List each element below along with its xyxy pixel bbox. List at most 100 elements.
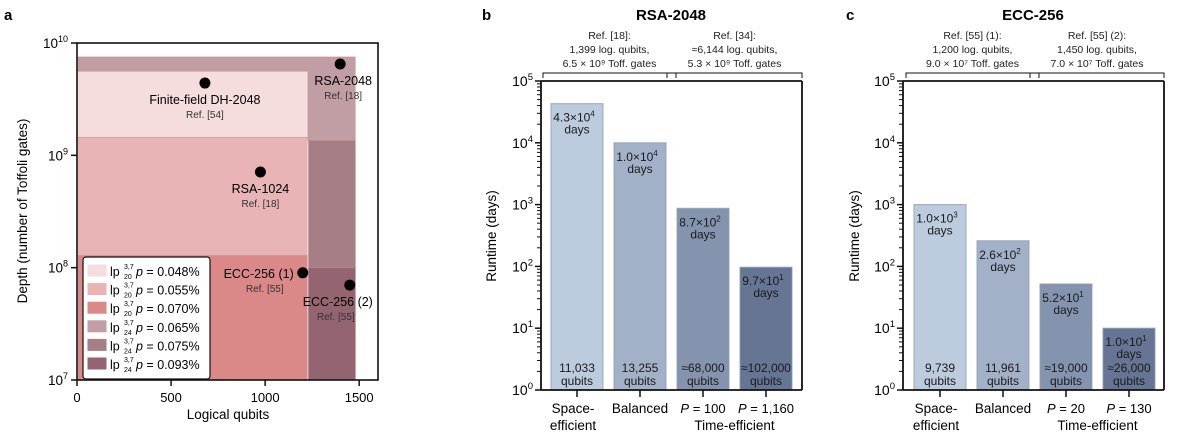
legend-label: lp <box>110 284 120 298</box>
legend-subscript: 24 <box>124 330 132 337</box>
bar <box>739 266 793 391</box>
bar-qubits-label: 9,739 <box>925 361 955 375</box>
bar-value-label: 8.7×102 <box>679 214 721 229</box>
bracket-label: 1,200 log. qubits, <box>933 44 1013 56</box>
legend-value: p = 0.093% <box>135 358 200 372</box>
legend-superscript: 3,7 <box>124 301 134 308</box>
category-label: P = 1,160 <box>738 401 794 416</box>
bar-qubits-unit: qubits <box>1113 374 1145 388</box>
data-point <box>297 267 309 279</box>
point-ref: Ref. [18] <box>324 91 362 102</box>
y-tick-label: 109 <box>48 146 68 163</box>
bracket-label: ≈6,144 log. qubits, <box>692 44 778 56</box>
point-label: Finite-field DH-2048 <box>149 93 260 107</box>
legend-value: p = 0.070% <box>135 302 200 316</box>
legend-subscript: 20 <box>124 311 132 318</box>
bar <box>676 207 730 391</box>
category-group-label: Time-efficient <box>694 418 775 433</box>
legend-value: p = 0.075% <box>135 339 200 353</box>
bracket-label: Ref. [55] (1): <box>943 30 1001 42</box>
category-label: P = 20 <box>1047 401 1085 416</box>
legend-subscript: 24 <box>124 367 132 374</box>
panel-c: ECC-256 1.0×103days9,739qubitsSpace-effi… <box>847 7 1165 433</box>
legend-label: lp <box>110 358 120 372</box>
bar-qubits-unit: qubits <box>687 374 719 388</box>
legend-swatch <box>87 320 107 333</box>
bar-unit-label: days <box>1053 303 1078 317</box>
bar-unit-label: days <box>627 162 652 176</box>
category-label: Balanced <box>612 401 668 416</box>
axes: 0 500 1000 1500 107 108 109 1010 <box>43 34 374 405</box>
y-tick-label: 102 <box>874 257 895 274</box>
bar-unit-label: days <box>1116 347 1141 361</box>
bar-value-label: 1.0×103 <box>916 211 958 226</box>
bar-qubits-unit: qubits <box>750 374 782 388</box>
bar-qubits-unit: qubits <box>924 374 956 388</box>
bar-qubits-label: ≈26,000 <box>1107 361 1151 375</box>
bar-qubits-label: ≈68,000 <box>681 361 725 375</box>
bracket <box>1029 72 1165 78</box>
point-ref: Ref. [55] <box>317 312 355 323</box>
bar-qubits-label: 13,255 <box>622 361 659 375</box>
legend-superscript: 3,7 <box>124 283 134 290</box>
bar-unit-label: days <box>690 227 715 241</box>
y-axis-label: Runtime (days) <box>847 190 862 282</box>
legend-superscript: 3,7 <box>124 264 134 271</box>
y-tick-label: 104 <box>874 134 895 151</box>
data-point <box>254 166 266 178</box>
region-rect <box>77 137 308 256</box>
y-tick-label: 1010 <box>43 34 68 51</box>
category-label: efficient <box>913 418 960 433</box>
x-axis-label: Logical qubits <box>187 407 270 422</box>
bracket <box>666 72 803 78</box>
legend-swatch <box>87 264 107 277</box>
legend-superscript: 3,7 <box>124 338 134 345</box>
legend-value: p = 0.055% <box>135 284 200 298</box>
y-tick-label: 103 <box>874 196 895 213</box>
legend-subscript: 20 <box>124 274 132 281</box>
bar-unit-label: days <box>927 224 952 238</box>
legend: lp 203,7 p = 0.048%lp 203,7 p = 0.055%lp 203,… <box>82 256 211 380</box>
bar-qubits-unit: qubits <box>987 374 1019 388</box>
legend-swatch <box>87 283 107 296</box>
category-label: P = 130 <box>1106 401 1151 416</box>
bracket-label: Ref. [55] (2): <box>1068 30 1126 42</box>
panel-letter-a: a <box>4 7 13 24</box>
bracket-label: 6.5 × 10⁹ Toff. gates <box>563 58 657 70</box>
y-tick-label: 105 <box>874 72 895 89</box>
plot-frame <box>76 42 379 381</box>
y-tick-label: 102 <box>512 257 533 274</box>
legend-swatch <box>87 357 107 370</box>
y-tick-label: 107 <box>48 371 68 388</box>
y-axis-label: Runtime (days) <box>484 190 499 282</box>
region-rect <box>77 71 308 138</box>
bracket <box>905 72 1040 78</box>
legend-label: lp <box>110 339 120 353</box>
y-tick-label: 100 <box>874 381 895 398</box>
bracket-label: Ref. [34]: <box>713 30 756 42</box>
bar-qubits-label: 11,961 <box>985 361 1021 375</box>
x-tick-label: 1500 <box>345 390 374 405</box>
chart-title: ECC-256 <box>1002 7 1064 24</box>
bracket-label: 7.0 × 10⁷ Toff. gates <box>1050 58 1143 70</box>
y-tick-label: 104 <box>512 134 533 151</box>
legend-subscript: 24 <box>124 348 132 355</box>
legend-superscript: 3,7 <box>124 357 134 364</box>
y-tick-label: 105 <box>512 72 533 89</box>
point-ref: Ref. [55] <box>246 284 284 295</box>
panel-letter-b: b <box>482 7 491 24</box>
bar-value-label: 2.6×102 <box>979 247 1021 262</box>
legend-box <box>82 256 211 380</box>
category-label: Space- <box>915 401 958 416</box>
legend-swatch <box>87 338 107 351</box>
category-label: efficient <box>550 418 597 433</box>
category-label: P = 100 <box>680 401 725 416</box>
bar-value-label: 9.7×101 <box>742 273 784 288</box>
legend-label: lp <box>110 265 120 279</box>
x-tick-label: 500 <box>160 390 182 405</box>
bar-unit-label: days <box>990 260 1015 274</box>
region-rect <box>308 140 356 268</box>
y-tick-label: 100 <box>512 381 533 398</box>
bracket-label: 1,450 log. qubits, <box>1057 44 1137 56</box>
legend-superscript: 3,7 <box>124 320 134 327</box>
